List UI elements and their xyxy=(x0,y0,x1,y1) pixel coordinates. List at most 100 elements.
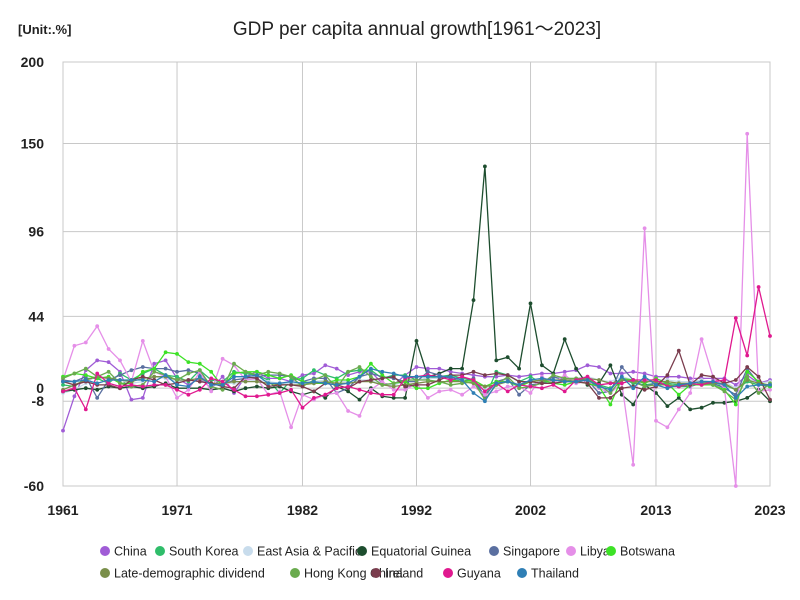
data-point xyxy=(209,369,214,374)
data-point xyxy=(676,396,681,400)
legend-item[interactable]: South Korea xyxy=(155,545,239,559)
data-point xyxy=(654,378,658,382)
data-point xyxy=(642,226,647,231)
data-point xyxy=(391,374,396,379)
data-point xyxy=(175,352,179,356)
data-point xyxy=(95,387,100,392)
x-tick-label: 2013 xyxy=(640,502,671,518)
data-point xyxy=(768,387,772,392)
legend-item[interactable]: Thailand xyxy=(517,567,579,581)
legend-marker xyxy=(100,568,110,578)
data-point xyxy=(357,414,362,418)
data-point xyxy=(61,376,65,381)
legend-item[interactable]: China xyxy=(100,545,147,559)
data-point xyxy=(711,379,715,384)
data-point xyxy=(528,301,533,306)
data-point xyxy=(448,387,453,392)
data-point xyxy=(232,387,236,392)
legend-marker xyxy=(371,568,381,578)
data-point xyxy=(665,373,670,377)
data-point xyxy=(61,379,65,384)
data-point xyxy=(608,387,613,392)
data-point xyxy=(483,389,487,394)
data-point xyxy=(756,391,761,395)
data-point xyxy=(631,378,636,382)
legend-item[interactable]: Singapore xyxy=(489,545,560,559)
data-point xyxy=(72,343,77,348)
data-point xyxy=(140,374,145,379)
data-point xyxy=(540,381,544,386)
data-point xyxy=(186,360,191,364)
legend-marker xyxy=(566,546,576,556)
data-point xyxy=(505,379,510,384)
data-point xyxy=(334,378,339,382)
data-point xyxy=(699,405,704,410)
data-point xyxy=(471,369,476,374)
data-point xyxy=(369,361,373,366)
data-point xyxy=(61,383,65,387)
data-point xyxy=(95,371,100,376)
data-point xyxy=(106,369,111,374)
data-point xyxy=(197,368,202,373)
data-point xyxy=(403,387,407,392)
y-tick-label: 96 xyxy=(28,224,44,240)
legend-item[interactable]: Botswana xyxy=(606,545,675,559)
data-point xyxy=(619,381,624,386)
data-point xyxy=(72,386,77,391)
unit-label: [Unit:.%] xyxy=(18,22,71,37)
data-point xyxy=(255,376,259,381)
data-point xyxy=(357,368,362,373)
data-point xyxy=(733,387,738,392)
data-point xyxy=(460,378,464,382)
data-point xyxy=(152,369,157,374)
data-point xyxy=(631,462,636,467)
legend-item[interactable]: Ireland xyxy=(371,567,423,581)
data-point xyxy=(733,383,738,387)
data-point xyxy=(733,484,738,488)
data-point xyxy=(323,381,328,386)
data-point xyxy=(243,394,248,399)
data-point xyxy=(163,383,168,387)
data-point xyxy=(494,358,499,363)
data-point xyxy=(756,285,761,289)
data-point xyxy=(197,387,202,392)
data-point xyxy=(551,378,556,382)
data-point xyxy=(266,381,271,386)
data-point xyxy=(243,369,248,374)
data-point xyxy=(426,369,430,374)
data-point xyxy=(437,378,442,382)
data-point xyxy=(300,381,305,386)
data-point xyxy=(152,361,157,366)
legend-item[interactable]: Equatorial Guinea xyxy=(357,545,471,559)
data-point xyxy=(152,379,157,384)
data-point xyxy=(61,428,65,433)
data-point xyxy=(448,369,453,374)
legend-item[interactable]: East Asia & Pacific xyxy=(243,545,361,559)
data-point xyxy=(494,371,499,376)
data-point xyxy=(289,379,293,384)
data-point xyxy=(403,374,407,379)
legend-item[interactable]: Late-demographic dividend xyxy=(100,567,265,581)
data-point xyxy=(140,384,145,389)
data-point xyxy=(608,391,613,395)
data-point xyxy=(517,379,521,384)
data-point xyxy=(266,369,271,374)
data-point xyxy=(505,373,510,377)
data-point xyxy=(585,374,590,379)
data-point xyxy=(756,383,761,387)
data-point xyxy=(369,374,373,379)
legend-item[interactable]: Guyana xyxy=(443,567,501,581)
data-point xyxy=(163,373,168,377)
data-point xyxy=(562,373,567,377)
data-point xyxy=(83,407,88,412)
data-point xyxy=(346,384,350,389)
data-point xyxy=(152,366,157,371)
legend-item[interactable]: Libya xyxy=(566,545,610,559)
data-point xyxy=(733,378,738,382)
legend-label: Late-demographic dividend xyxy=(114,567,265,581)
series-thailand xyxy=(61,366,772,404)
legend-label: Botswana xyxy=(620,545,675,559)
data-point xyxy=(551,383,556,387)
